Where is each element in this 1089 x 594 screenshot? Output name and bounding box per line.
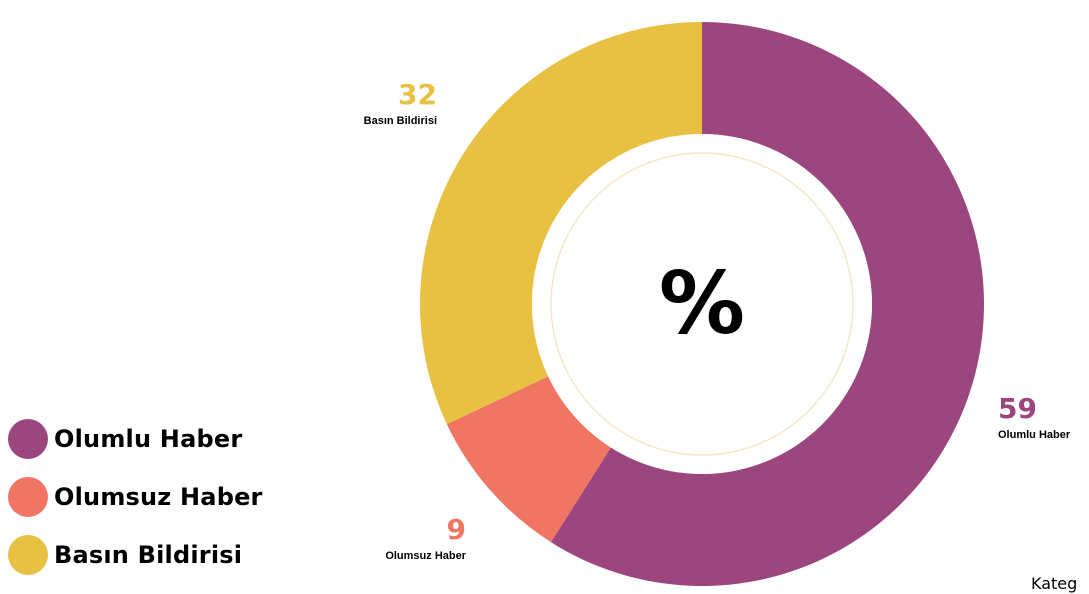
data-labels: 59 Olumlu Haber 9 Olumsuz Haber 32 Basın Bild… bbox=[364, 78, 1071, 562]
category-label-olumlu-haber: Olumlu Haber bbox=[998, 429, 1071, 441]
legend: Olumlu Haber Olumsuz Haber Basın Bildiri… bbox=[8, 418, 263, 592]
footer-text: Kateg bbox=[1031, 574, 1078, 593]
slice-olumsuz-haber bbox=[446, 376, 611, 543]
donut-hole bbox=[532, 134, 872, 474]
legend-swatch-olumlu-haber bbox=[8, 419, 48, 459]
value-label-olumlu-haber: 59 bbox=[998, 392, 1037, 425]
donut-slices bbox=[419, 22, 985, 586]
donut-inner-ring bbox=[550, 152, 854, 456]
legend-item-olumsuz-haber: Olumsuz Haber bbox=[8, 476, 263, 518]
legend-item-basin-bildirisi: Basın Bildirisi bbox=[8, 534, 263, 576]
legend-swatch-olumsuz-haber bbox=[8, 477, 48, 517]
center-percent-label: % bbox=[659, 254, 745, 354]
legend-label: Basın Bildirisi bbox=[54, 541, 243, 569]
value-label-olumsuz-haber: 9 bbox=[447, 513, 466, 546]
legend-label: Olumlu Haber bbox=[54, 425, 243, 453]
value-label-basin-bildirisi: 32 bbox=[398, 78, 437, 111]
slice-basin-bildirisi bbox=[419, 22, 702, 425]
category-label-basin-bildirisi: Basın Bildirisi bbox=[364, 115, 437, 127]
slice-olumlu-haber bbox=[550, 22, 985, 586]
legend-label: Olumsuz Haber bbox=[54, 483, 263, 511]
legend-swatch-basin-bildirisi bbox=[8, 535, 48, 575]
legend-item-olumlu-haber: Olumlu Haber bbox=[8, 418, 263, 460]
category-label-olumsuz-haber: Olumsuz Haber bbox=[385, 550, 466, 562]
